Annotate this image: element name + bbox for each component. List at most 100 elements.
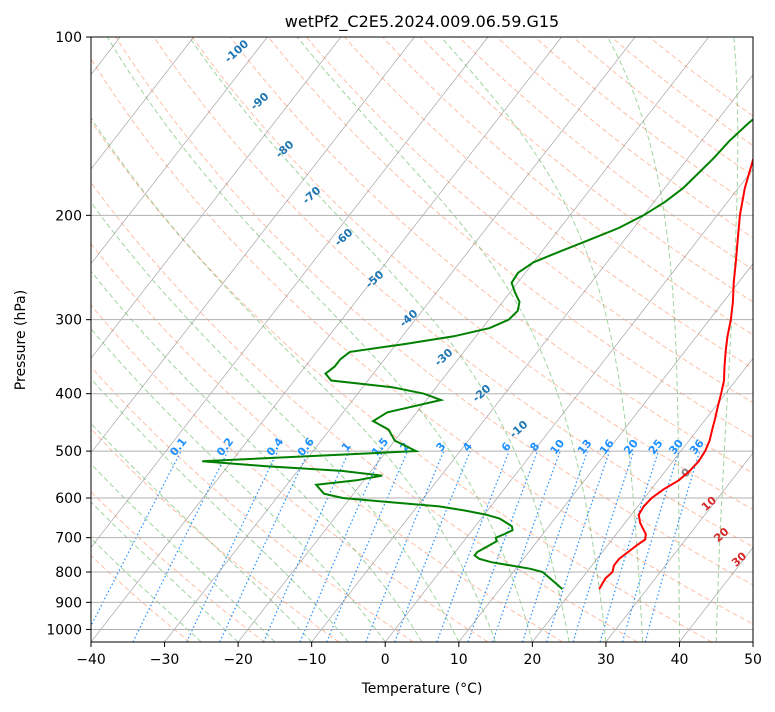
mixing-ratio-line: [600, 451, 658, 642]
y-tick-label: 100: [55, 30, 82, 46]
isotherm-line: [753, 37, 775, 642]
x-tick-label: −20: [223, 652, 253, 668]
mixing-ratio-line: [264, 451, 350, 642]
y-tick-label: 1000: [46, 622, 82, 638]
isotherm-line: [0, 37, 267, 642]
mixing-ratio-label: 0.4: [264, 435, 286, 459]
plot-frame: [91, 37, 753, 642]
isotherm-line: [312, 37, 775, 642]
moist-adiabat-line: [0, 37, 312, 642]
moist-adiabat-label: -100: [222, 37, 251, 65]
dry-adiabat-line: [649, 37, 775, 642]
y-tick-label: 800: [55, 565, 82, 581]
mixing-ratio-line: [468, 451, 538, 642]
mixing-ratio-label: 20: [621, 437, 641, 457]
moist-adiabat-label: -10: [507, 418, 531, 441]
mixing-ratio-line: [220, 451, 309, 642]
isotherm-line: [0, 37, 194, 642]
moist-adiabat-label: -70: [300, 184, 324, 207]
x-tick-label: 40: [671, 652, 689, 668]
dry-adiabat-line: [0, 37, 264, 642]
y-tick-label: 600: [55, 491, 82, 507]
mixing-ratio-line: [327, 451, 408, 642]
mixing-ratio-label: 0.2: [214, 435, 236, 458]
y-tick-label: 900: [55, 595, 82, 611]
y-tick-label: 400: [55, 387, 82, 403]
isotherm-line: [385, 37, 775, 642]
dry-adiabat-line: [306, 37, 775, 642]
y-axis-ticks: 100 200 300 400 500 600 700 800 900 1000: [46, 30, 91, 638]
isotherm-line: [238, 37, 709, 642]
dry-adiabat-line: [230, 37, 775, 642]
x-tick-label: 10: [450, 652, 468, 668]
dry-adiabat-line: [421, 37, 775, 642]
isobars: [91, 37, 753, 629]
x-tick-label: −40: [76, 652, 106, 668]
x-axis-label: Temperature (°C): [361, 681, 483, 697]
moist-adiabat-line: [107, 37, 532, 642]
dry-adiabat-line: [192, 37, 775, 642]
moist-adiabat-line: [0, 37, 238, 642]
mixing-ratio-line: [547, 451, 610, 642]
moist-adiabat-line: [0, 37, 201, 642]
x-tick-label: 20: [523, 652, 541, 668]
x-tick-label: 0: [381, 652, 390, 668]
y-tick-label: 200: [55, 208, 82, 224]
dry-adiabat-line: [383, 37, 775, 642]
mixing-ratio-line: [366, 451, 444, 642]
mixing-ratio-label: 6: [499, 440, 514, 454]
x-tick-label: −10: [297, 652, 327, 668]
mixing-ratio-line: [83, 451, 181, 642]
mixing-ratio-label: 3: [433, 440, 448, 454]
mixing-ratio-label: 8: [527, 440, 542, 454]
mixing-ratio-label: 30: [666, 437, 686, 457]
moist-adiabat-label: -30: [432, 346, 456, 369]
chart-title: wetPf2_C2E5.2024.009.06.59.G15: [285, 12, 559, 32]
mixing-ratio-label: 0.1: [167, 435, 189, 458]
dry-adiabat-line: [154, 37, 775, 642]
dry-adiabat-label: 40: [766, 569, 775, 589]
moist-adiabat-label: -20: [470, 382, 494, 405]
x-tick-label: 50: [744, 652, 762, 668]
mixing-ratio-label: 10: [548, 437, 568, 457]
moist-adiabat-line: [0, 37, 349, 642]
moist-adiabat-line: [441, 37, 643, 642]
moist-adiabat-line: [189, 37, 569, 642]
temperature-line: [599, 37, 775, 589]
dry-adiabat-line: [0, 37, 488, 642]
x-tick-label: −30: [150, 652, 180, 668]
dry-adiabat-label: 10: [699, 494, 719, 514]
y-tick-label: 500: [55, 444, 82, 460]
profile-series: [202, 37, 775, 589]
moist-adiabat-label: -60: [332, 226, 356, 249]
mixing-ratio-line: [573, 451, 634, 642]
isotherm-line: [165, 37, 636, 642]
y-tick-label: 700: [55, 531, 82, 547]
y-axis-label: Pressure (hPa): [13, 290, 29, 390]
moist-adiabat-line: [0, 37, 422, 642]
dry-adiabat-label: 30: [729, 549, 749, 569]
dry-adiabat-line: [497, 37, 775, 642]
mixing-ratio-line: [437, 451, 509, 642]
moist-adiabats: [0, 37, 738, 642]
y-tick-label: 300: [55, 313, 82, 329]
dry-adiabat-label: 20: [711, 525, 731, 545]
moist-adiabat-label: -90: [248, 90, 272, 113]
dry-adiabats: [0, 37, 775, 642]
mixing-ratio-line: [645, 451, 699, 642]
isotherm-line: [17, 37, 488, 642]
dry-adiabat-line: [268, 37, 775, 642]
x-tick-label: 30: [597, 652, 615, 668]
moist-adiabat-label: -40: [397, 307, 421, 330]
dewpoint-line: [202, 37, 775, 589]
mixing-ratio-label: 25: [646, 437, 666, 457]
dry-adiabat-line: [2, 37, 638, 642]
dry-adiabat-line: [78, 37, 775, 642]
mixing-ratio-label: 1.5: [369, 435, 391, 458]
moist-adiabat-label: -80: [273, 138, 297, 161]
mixing-ratio-label: 1: [339, 440, 354, 454]
isotherm-line: [0, 37, 341, 642]
